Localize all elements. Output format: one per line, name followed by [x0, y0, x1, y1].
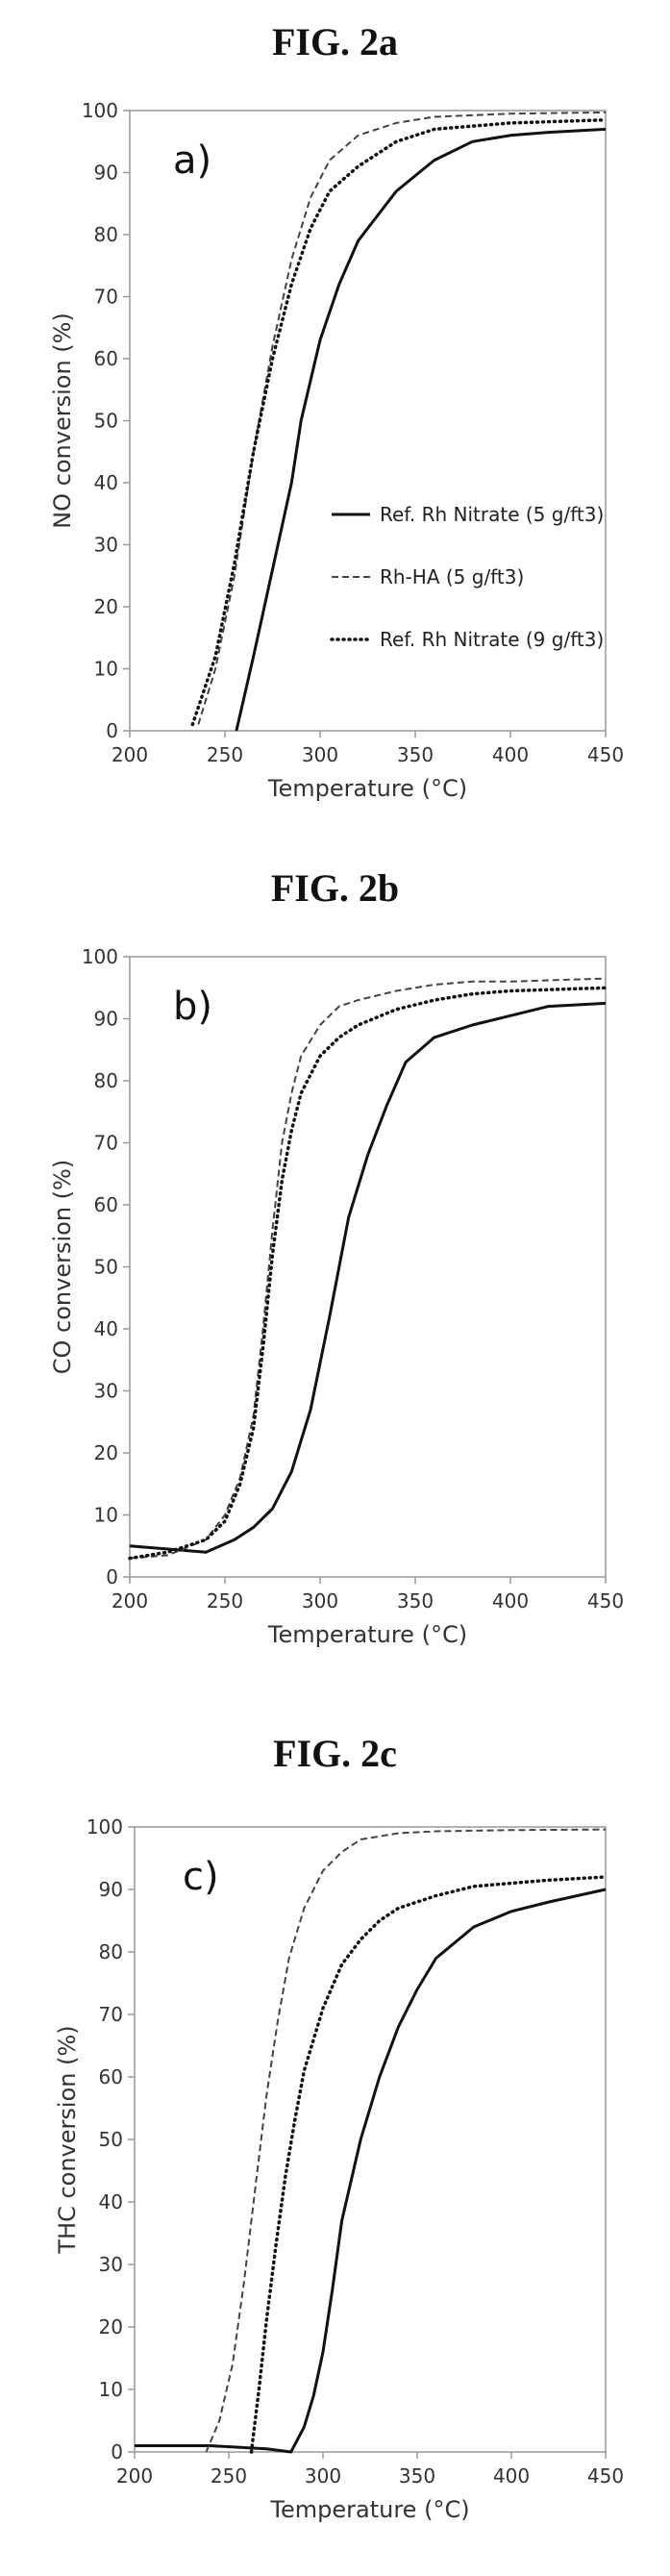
- y-tick-label: 70: [94, 286, 118, 309]
- y-tick-label: 10: [94, 1504, 118, 1527]
- chart-panel-b: 0 10 20 30 40 50 60 70 80 90 100 200 250 300 350 400 450…: [49, 945, 624, 1648]
- y-tick-label: 80: [94, 1069, 118, 1092]
- x-tick-label: 350: [397, 743, 434, 766]
- y-tick-label: 90: [94, 162, 118, 185]
- x-tick-label: 350: [397, 1589, 434, 1613]
- series-line-solid: [135, 1888, 607, 2454]
- y-tick-label: 30: [94, 1380, 118, 1403]
- x-tick-label: 400: [493, 2464, 530, 2488]
- y-tick-label: 30: [99, 2253, 123, 2276]
- y-tick-label: 30: [94, 534, 118, 557]
- x-tick-label: 300: [302, 743, 338, 766]
- y-tick-label: 70: [94, 1132, 118, 1155]
- x-tick-label: 250: [207, 1589, 243, 1613]
- series-line-dotted: [190, 117, 608, 727]
- y-tick-label: 40: [94, 1317, 118, 1340]
- series-line-solid: [235, 127, 607, 732]
- series-line-dotted: [128, 986, 608, 1561]
- y-tick-label: 20: [94, 1441, 118, 1464]
- x-axis-label: Temperature (°C): [269, 2496, 469, 2523]
- x-tick-label: 300: [305, 2464, 341, 2488]
- x-tick-label: 250: [207, 743, 243, 766]
- y-tick-label: 10: [99, 2378, 123, 2401]
- panel-label: c): [183, 1855, 219, 1899]
- series-line-dotted: [249, 1875, 608, 2454]
- y-tick-label: 40: [99, 2190, 123, 2213]
- figure-title-2a: FIG. 2a: [271, 20, 399, 63]
- legend-entry: Rh-HA (5 g/ft3): [380, 565, 524, 588]
- y-tick-label: 80: [99, 1940, 123, 1963]
- y-tick-label: 100: [82, 99, 118, 122]
- series-line-dashed: [129, 977, 607, 1560]
- y-tick-label: 20: [94, 595, 118, 618]
- series-line-solid: [129, 1001, 607, 1554]
- y-axis-label: THC conversion (%): [54, 2025, 81, 2254]
- y-tick-label: 60: [99, 2065, 123, 2088]
- y-tick-label: 20: [99, 2315, 123, 2338]
- y-tick-label: 0: [106, 1565, 118, 1588]
- x-axis-label: Temperature (°C): [267, 775, 467, 802]
- panel-label: b): [173, 985, 212, 1029]
- legend-entry: Ref. Rh Nitrate (5 g/ft3): [380, 503, 604, 526]
- y-tick-label: 50: [94, 1256, 118, 1279]
- y-tick-label: 90: [94, 1008, 118, 1031]
- y-tick-label: 80: [94, 223, 118, 246]
- x-tick-label: 200: [112, 743, 148, 766]
- series-line-dashed: [205, 1828, 607, 2453]
- y-tick-label: 50: [99, 2128, 123, 2151]
- y-axis-label: CO conversion (%): [49, 1160, 76, 1374]
- y-axis-label: NO conversion (%): [49, 313, 76, 529]
- x-tick-label: 350: [399, 2464, 435, 2488]
- legend-entry: Ref. Rh Nitrate (9 g/ft3): [380, 628, 604, 651]
- y-tick-label: 0: [111, 2440, 123, 2463]
- panel-label: a): [173, 138, 211, 183]
- figure-title-2c: FIG. 2c: [273, 1732, 397, 1775]
- x-tick-label: 400: [492, 743, 529, 766]
- y-tick-label: 100: [87, 1815, 123, 1838]
- x-tick-label: 450: [587, 743, 624, 766]
- y-tick-label: 50: [94, 410, 118, 433]
- x-tick-label: 400: [492, 1589, 529, 1613]
- y-tick-label: 40: [94, 471, 118, 494]
- x-tick-label: 450: [587, 2464, 624, 2488]
- x-tick-label: 200: [112, 1589, 148, 1613]
- x-tick-label: 250: [211, 2464, 247, 2488]
- x-tick-label: 200: [116, 2464, 153, 2488]
- y-tick-label: 90: [99, 1878, 123, 1901]
- chart-panel-c: 0 10 20 30 40 50 60 70 80 90 100 200 250 300 350 400 450…: [54, 1815, 624, 2523]
- plot-frame: [129, 956, 607, 1578]
- x-tick-label: 450: [587, 1589, 624, 1613]
- y-tick-label: 0: [106, 719, 118, 742]
- y-tick-label: 100: [82, 945, 118, 968]
- x-tick-label: 300: [302, 1589, 338, 1613]
- y-tick-label: 60: [94, 1193, 118, 1216]
- plot-frame: [134, 1826, 607, 2453]
- y-tick-label: 70: [99, 2003, 123, 2026]
- figure-title-2b: FIG. 2b: [270, 866, 400, 910]
- chart-panel-a: 0 10 20 30 40 50 60 70 80 90 100 200 250 300 350 400 450…: [49, 99, 624, 802]
- y-tick-label: 10: [94, 658, 118, 681]
- series-line-dashed: [197, 111, 607, 725]
- x-axis-label: Temperature (°C): [267, 1621, 467, 1648]
- y-tick-label: 60: [94, 347, 118, 370]
